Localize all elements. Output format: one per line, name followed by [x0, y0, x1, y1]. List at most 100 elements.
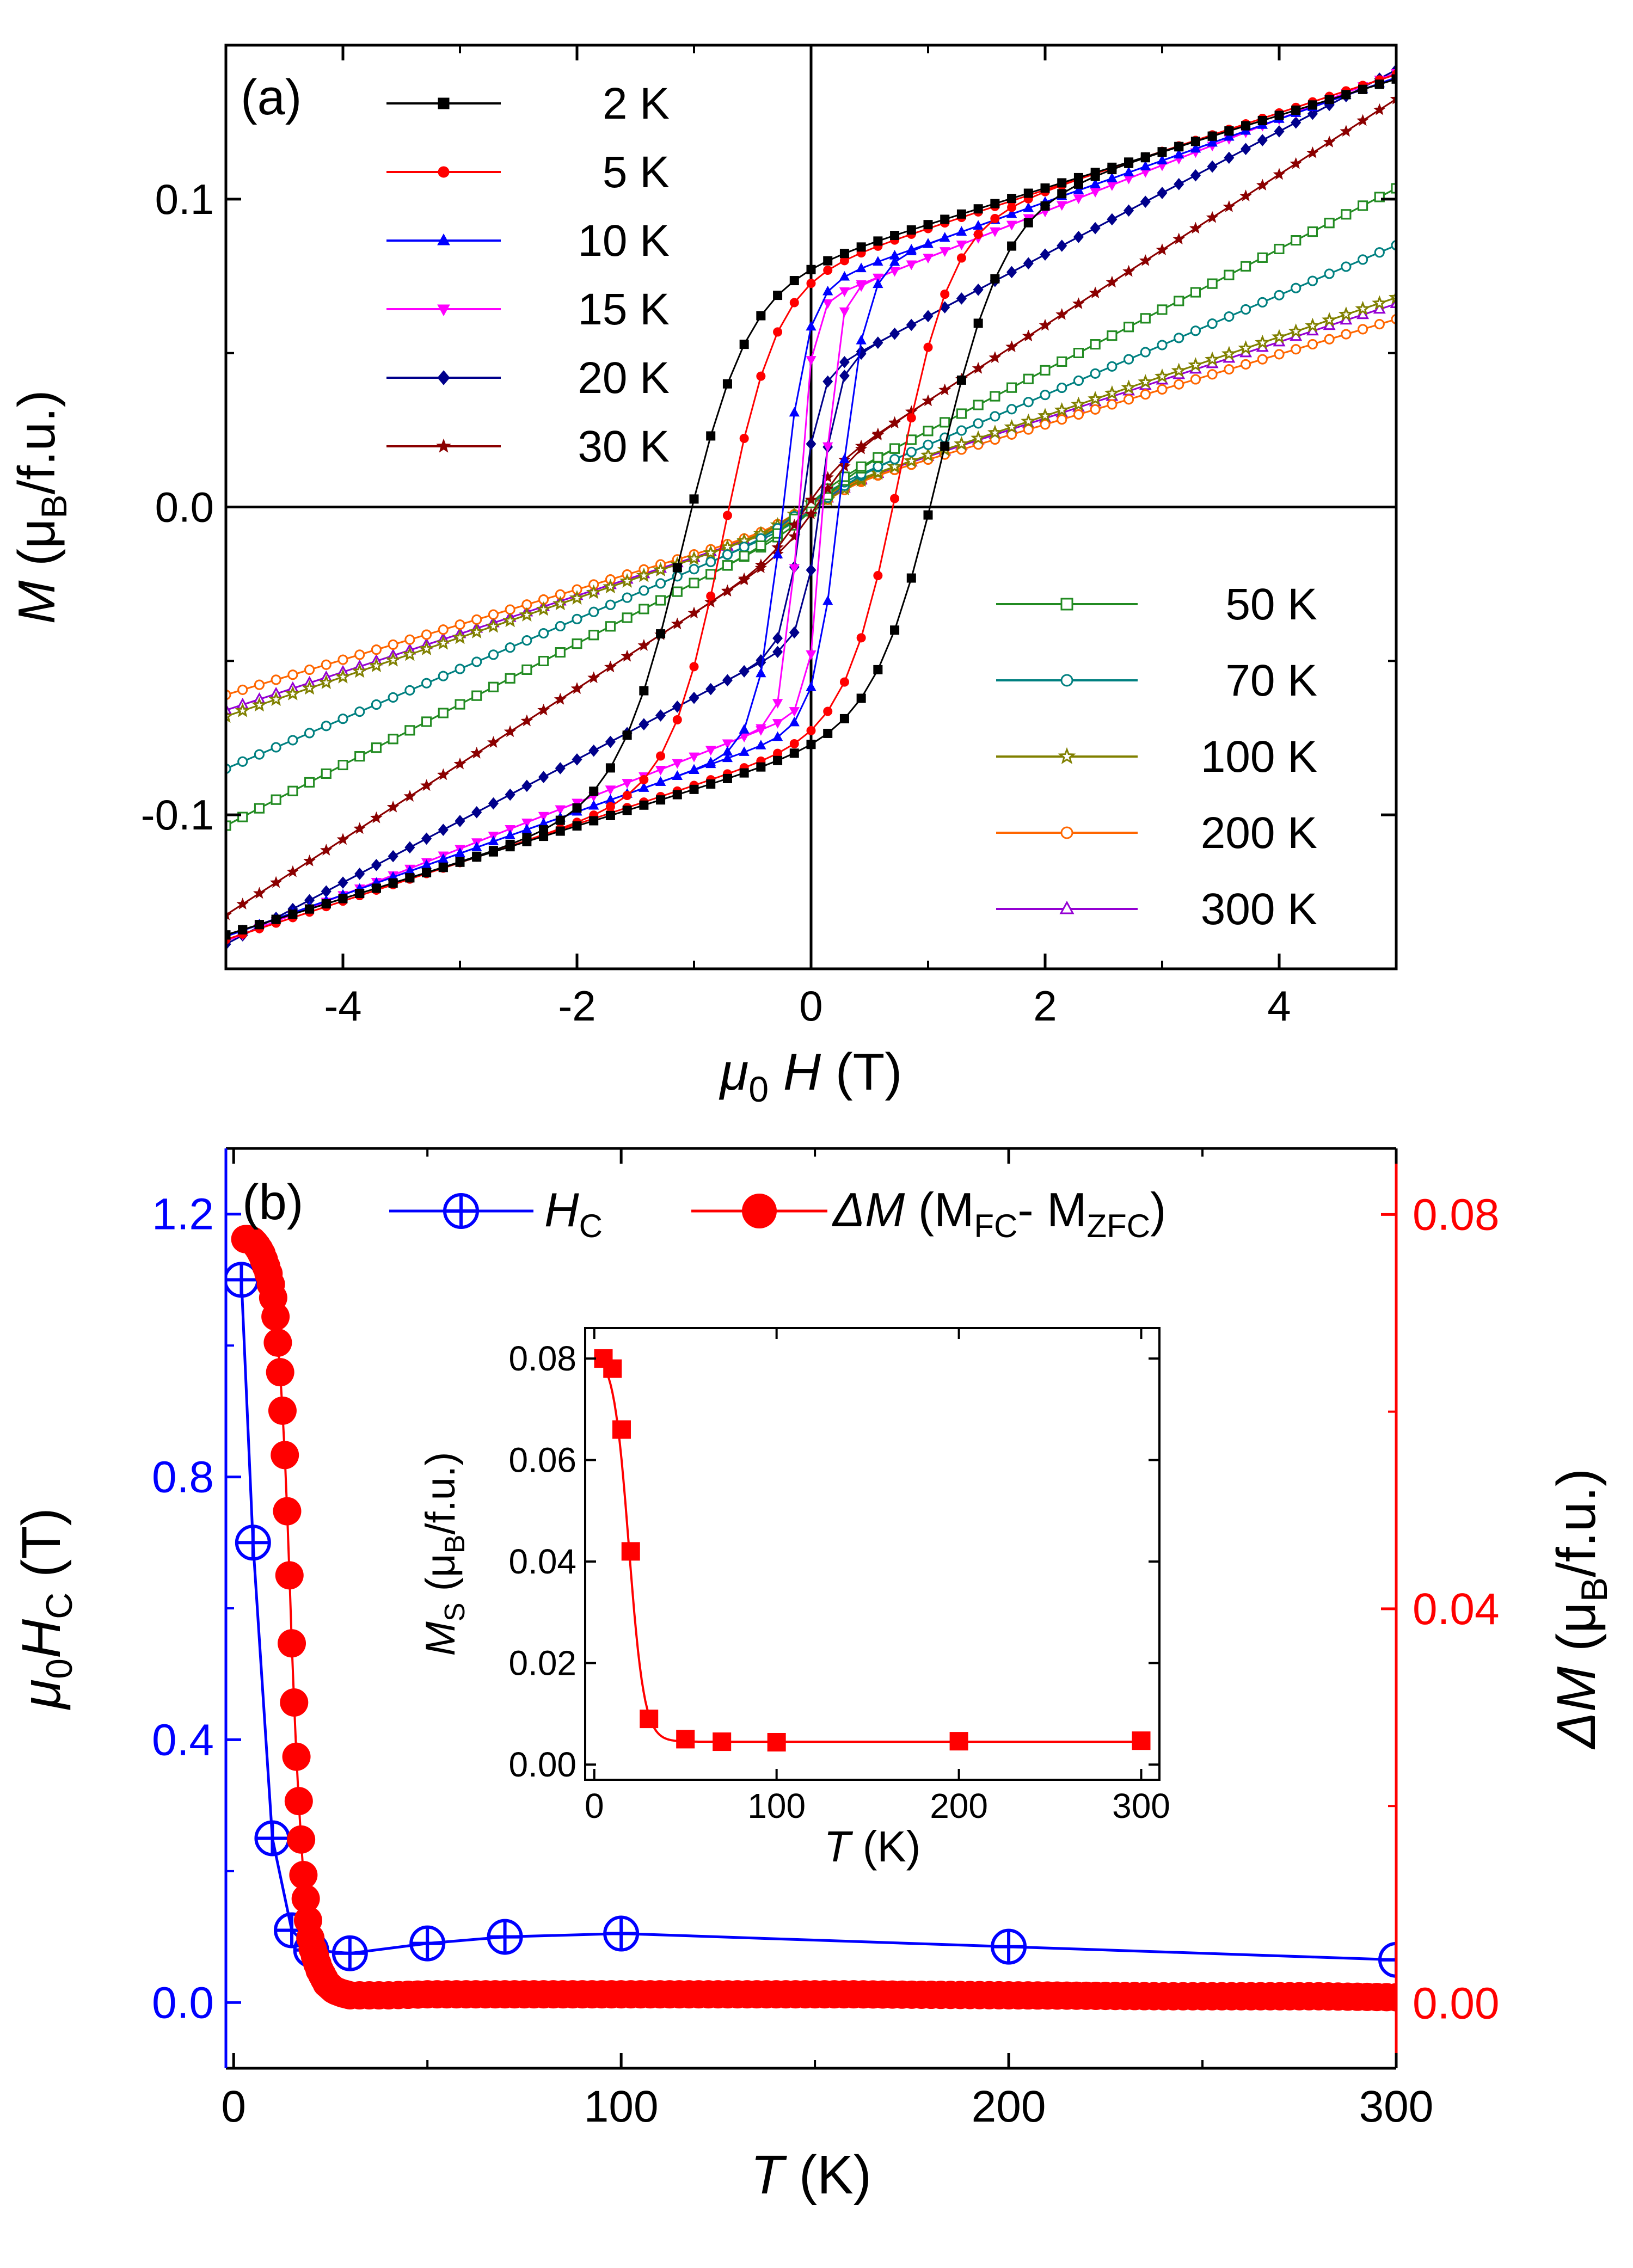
data-point [1023, 257, 1034, 269]
data-point [806, 564, 816, 576]
legend-label-delta-m: ΔM (MFC- MZFC) [832, 1183, 1166, 1244]
data-point [1224, 311, 1235, 322]
inset-point [1132, 1731, 1151, 1750]
data-point [435, 635, 451, 650]
data-point [505, 829, 515, 840]
data-point [538, 628, 549, 639]
data-point [940, 417, 950, 428]
data-point [739, 542, 750, 552]
data-point [1040, 365, 1051, 376]
data-point [1005, 340, 1018, 352]
data-point [304, 777, 315, 788]
data-point [822, 375, 833, 388]
data-point [772, 699, 783, 709]
data-point [772, 646, 783, 658]
data-point [873, 571, 883, 581]
data-point [772, 719, 783, 729]
data-point [973, 229, 983, 239]
data-point [603, 579, 618, 594]
data-point [1040, 248, 1051, 261]
data-point [1057, 239, 1067, 252]
data-point [823, 266, 833, 275]
data-point [940, 441, 950, 451]
data-point [605, 763, 615, 773]
data-point [1140, 389, 1151, 400]
data-point [756, 762, 766, 772]
data-point [588, 745, 599, 757]
data-point [839, 677, 849, 687]
data-point [705, 556, 716, 567]
data-point [689, 662, 699, 672]
data-point [1023, 188, 1033, 198]
data-point [337, 654, 348, 665]
data-point [923, 342, 933, 352]
legend-marker [1060, 674, 1073, 687]
data-point [605, 785, 616, 795]
data-point [1274, 290, 1285, 300]
delta-m-point [268, 1396, 297, 1425]
data-point [619, 573, 635, 588]
data-point [990, 199, 1000, 208]
panel-label-a: (a) [241, 70, 302, 125]
data-point [469, 624, 484, 638]
data-point [722, 674, 733, 686]
data-point [321, 899, 331, 909]
data-point [806, 438, 816, 450]
data-point [1207, 131, 1217, 141]
data-point [1107, 213, 1118, 226]
inset-y-tick-label: 0.00 [508, 1745, 576, 1784]
data-point [756, 724, 766, 734]
data-point [587, 671, 600, 684]
data-point [722, 746, 733, 756]
data-point [335, 669, 351, 684]
data-point [739, 746, 750, 756]
data-point [990, 391, 1000, 402]
data-point [806, 321, 816, 331]
data-point [823, 706, 833, 716]
data-point [1022, 329, 1035, 342]
data-point [739, 340, 749, 349]
data-point [555, 647, 566, 658]
legend-item: 5 K [386, 147, 670, 197]
data-point [1006, 220, 1017, 231]
data-point [773, 291, 783, 300]
data-point [1188, 357, 1204, 372]
data-point [302, 680, 317, 695]
x-tick-label: 0 [221, 2082, 246, 2131]
data-point [806, 265, 816, 274]
data-point [355, 888, 365, 898]
delta-m-point [263, 1328, 292, 1357]
data-point [336, 833, 349, 845]
data-point [756, 540, 766, 551]
data-point [1207, 318, 1218, 329]
data-point [505, 788, 515, 801]
data-point [856, 242, 866, 252]
data-point [421, 629, 432, 640]
x-tick-label: 200 [972, 2082, 1046, 2131]
data-point [1324, 218, 1335, 229]
data-point [235, 703, 250, 717]
data-point [906, 244, 917, 254]
data-point [1073, 173, 1083, 182]
data-point [739, 768, 749, 778]
data-point [420, 779, 433, 791]
data-point [671, 617, 684, 629]
data-point [371, 859, 382, 871]
data-point [622, 592, 633, 603]
data-point [637, 639, 650, 651]
data-point [856, 461, 867, 472]
data-point [636, 567, 652, 582]
data-point [404, 634, 415, 645]
data-point [1090, 404, 1101, 415]
data-point [1324, 95, 1334, 105]
inset-x-tick-label: 300 [1112, 1786, 1170, 1826]
data-point [1106, 275, 1119, 288]
data-point [438, 823, 449, 836]
data-point [1373, 302, 1386, 314]
data-point [1004, 419, 1020, 434]
data-point [1241, 143, 1251, 155]
data-point [1207, 160, 1218, 173]
data-point [1090, 368, 1101, 379]
data-point [703, 545, 719, 560]
